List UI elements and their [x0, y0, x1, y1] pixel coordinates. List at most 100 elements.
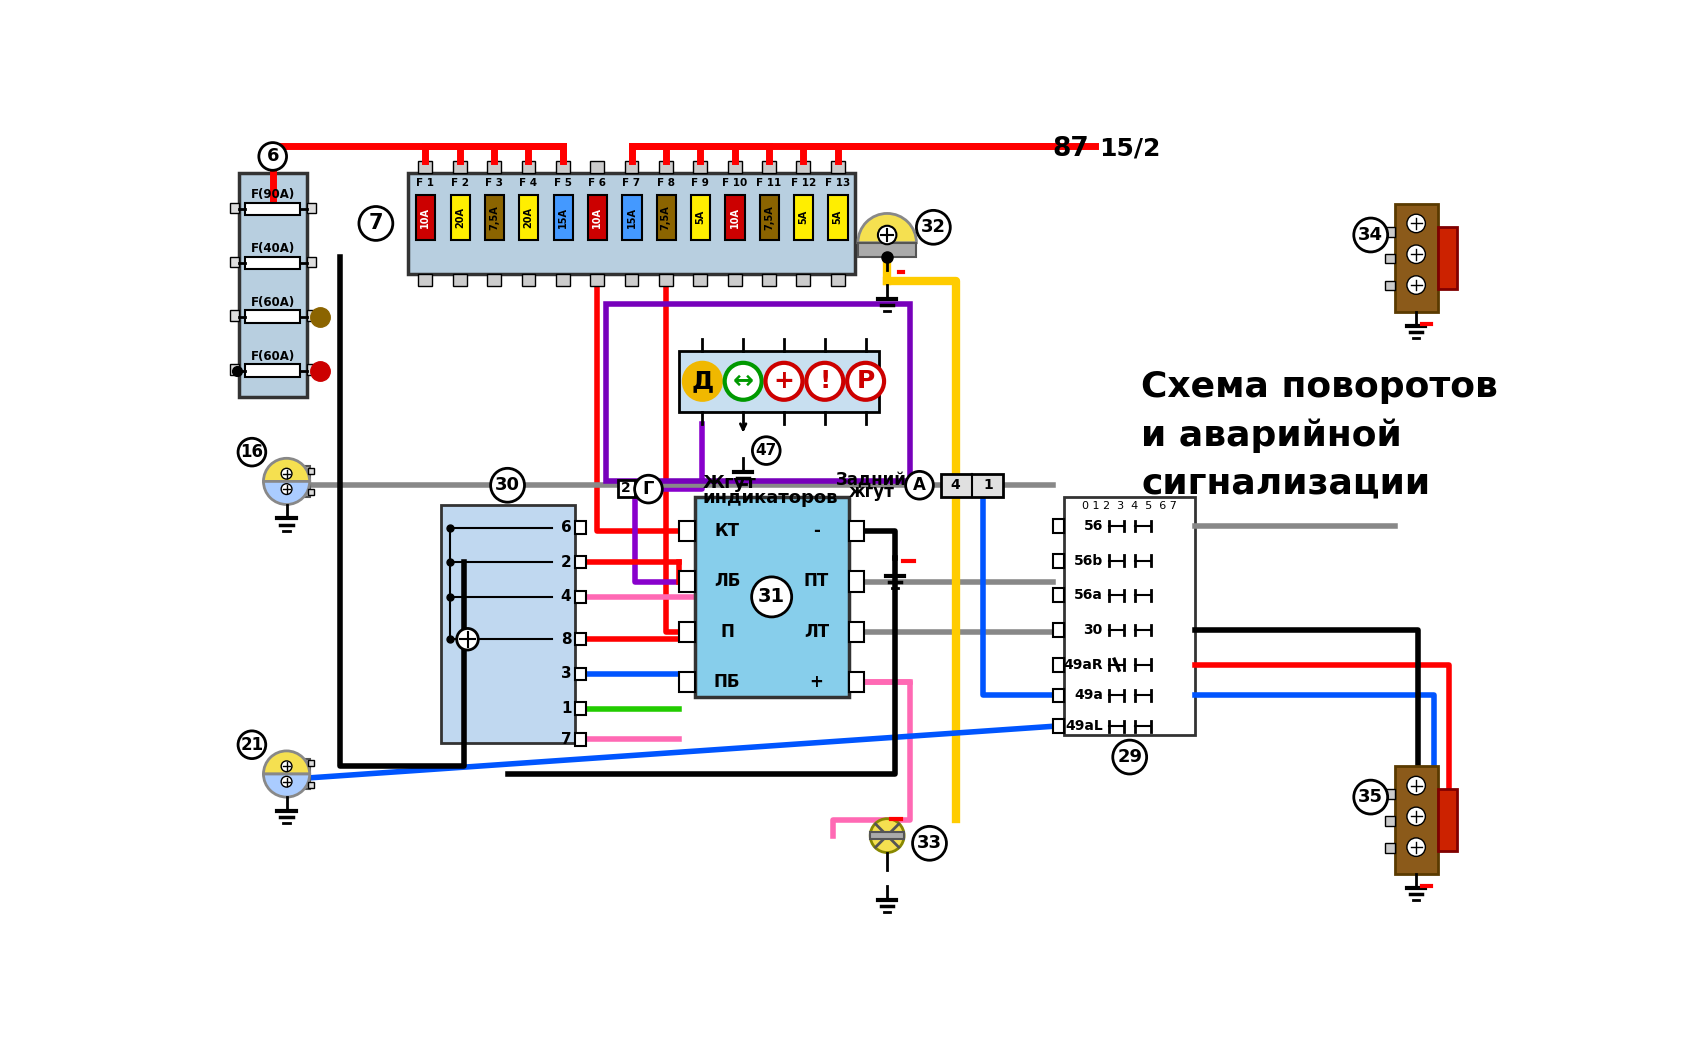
Text: F 12: F 12 [791, 178, 816, 189]
Text: 29: 29 [1118, 748, 1142, 766]
Bar [607, 304, 910, 481]
Bar [230, 365, 239, 375]
Bar [1053, 689, 1065, 703]
Text: F 2: F 2 [452, 178, 469, 189]
Bar [760, 195, 779, 240]
Text: Д: Д [692, 369, 714, 393]
Text: F 7: F 7 [622, 178, 641, 189]
Bar [680, 571, 695, 591]
Bar [849, 571, 864, 591]
Bar [625, 273, 639, 286]
Text: 4: 4 [561, 589, 571, 604]
Bar [576, 734, 586, 745]
Text: 8: 8 [561, 632, 571, 647]
Text: 20A: 20A [523, 207, 533, 228]
Bar [441, 505, 576, 743]
Text: 3: 3 [561, 667, 571, 682]
Circle shape [1408, 245, 1425, 264]
Text: F(60A): F(60A) [250, 296, 295, 310]
Circle shape [765, 363, 803, 400]
Bar [590, 161, 605, 174]
Circle shape [491, 469, 525, 502]
Text: F 6: F 6 [588, 178, 607, 189]
Bar [726, 195, 745, 240]
Text: Г: Г [642, 480, 654, 498]
Text: 34: 34 [1358, 226, 1384, 244]
Text: F 13: F 13 [825, 178, 850, 189]
Bar [728, 161, 741, 174]
Circle shape [871, 818, 905, 852]
Bar [416, 195, 436, 240]
Bar [828, 195, 847, 240]
Circle shape [1408, 214, 1425, 233]
Circle shape [753, 437, 780, 464]
Circle shape [259, 143, 286, 171]
Circle shape [751, 577, 792, 617]
Bar [1396, 205, 1438, 312]
Bar [762, 161, 775, 174]
Text: 16: 16 [240, 443, 264, 461]
Circle shape [281, 761, 291, 772]
Bar [617, 480, 634, 497]
Bar [307, 202, 315, 213]
Bar [1385, 227, 1396, 236]
Bar [590, 273, 605, 286]
Bar [576, 556, 586, 568]
Bar [692, 195, 711, 240]
Bar [308, 781, 314, 788]
Bar [556, 273, 569, 286]
Text: 7: 7 [561, 731, 571, 747]
Bar [849, 621, 864, 641]
Text: 10A: 10A [729, 207, 740, 228]
Bar [1396, 766, 1438, 874]
Bar [245, 365, 300, 376]
Text: Задний: Задний [837, 471, 907, 489]
Bar [245, 257, 300, 269]
Text: 7,5A: 7,5A [489, 205, 499, 230]
Bar [588, 195, 607, 240]
Bar [576, 668, 586, 681]
Bar [556, 161, 569, 174]
Text: КТ: КТ [714, 523, 740, 541]
Circle shape [905, 472, 934, 499]
Bar [1385, 790, 1396, 798]
Text: ПБ: ПБ [714, 673, 740, 691]
Bar [520, 195, 538, 240]
Text: 56b: 56b [1074, 553, 1102, 568]
Bar [419, 273, 433, 286]
Text: +: + [774, 369, 794, 393]
Bar [487, 161, 501, 174]
Bar [1438, 790, 1457, 851]
Text: П: П [721, 622, 734, 640]
Bar [694, 161, 707, 174]
Text: ПТ: ПТ [804, 572, 828, 590]
Circle shape [239, 731, 266, 759]
Bar [521, 273, 535, 286]
Text: 7,5A: 7,5A [763, 205, 774, 230]
Bar [1053, 657, 1065, 672]
Text: 33: 33 [917, 834, 942, 852]
Text: 7: 7 [368, 213, 383, 233]
Bar [849, 522, 864, 542]
Bar [871, 832, 905, 840]
Bar [1385, 254, 1396, 264]
Text: 15/2: 15/2 [1099, 137, 1160, 161]
Bar [794, 195, 813, 240]
Text: 49a: 49a [1074, 688, 1102, 703]
Bar [659, 161, 673, 174]
Bar [680, 522, 695, 542]
Circle shape [847, 363, 884, 400]
Bar [576, 633, 586, 646]
Bar [1053, 720, 1065, 734]
Text: 2: 2 [561, 554, 571, 570]
Text: F 1: F 1 [416, 178, 435, 189]
Bar [308, 489, 314, 495]
Text: 6: 6 [266, 147, 279, 165]
Bar [1053, 588, 1065, 602]
Circle shape [457, 629, 479, 650]
Bar [576, 522, 586, 534]
Text: F 9: F 9 [692, 178, 709, 189]
Bar [487, 273, 501, 286]
Bar [694, 273, 707, 286]
Circle shape [1408, 276, 1425, 295]
